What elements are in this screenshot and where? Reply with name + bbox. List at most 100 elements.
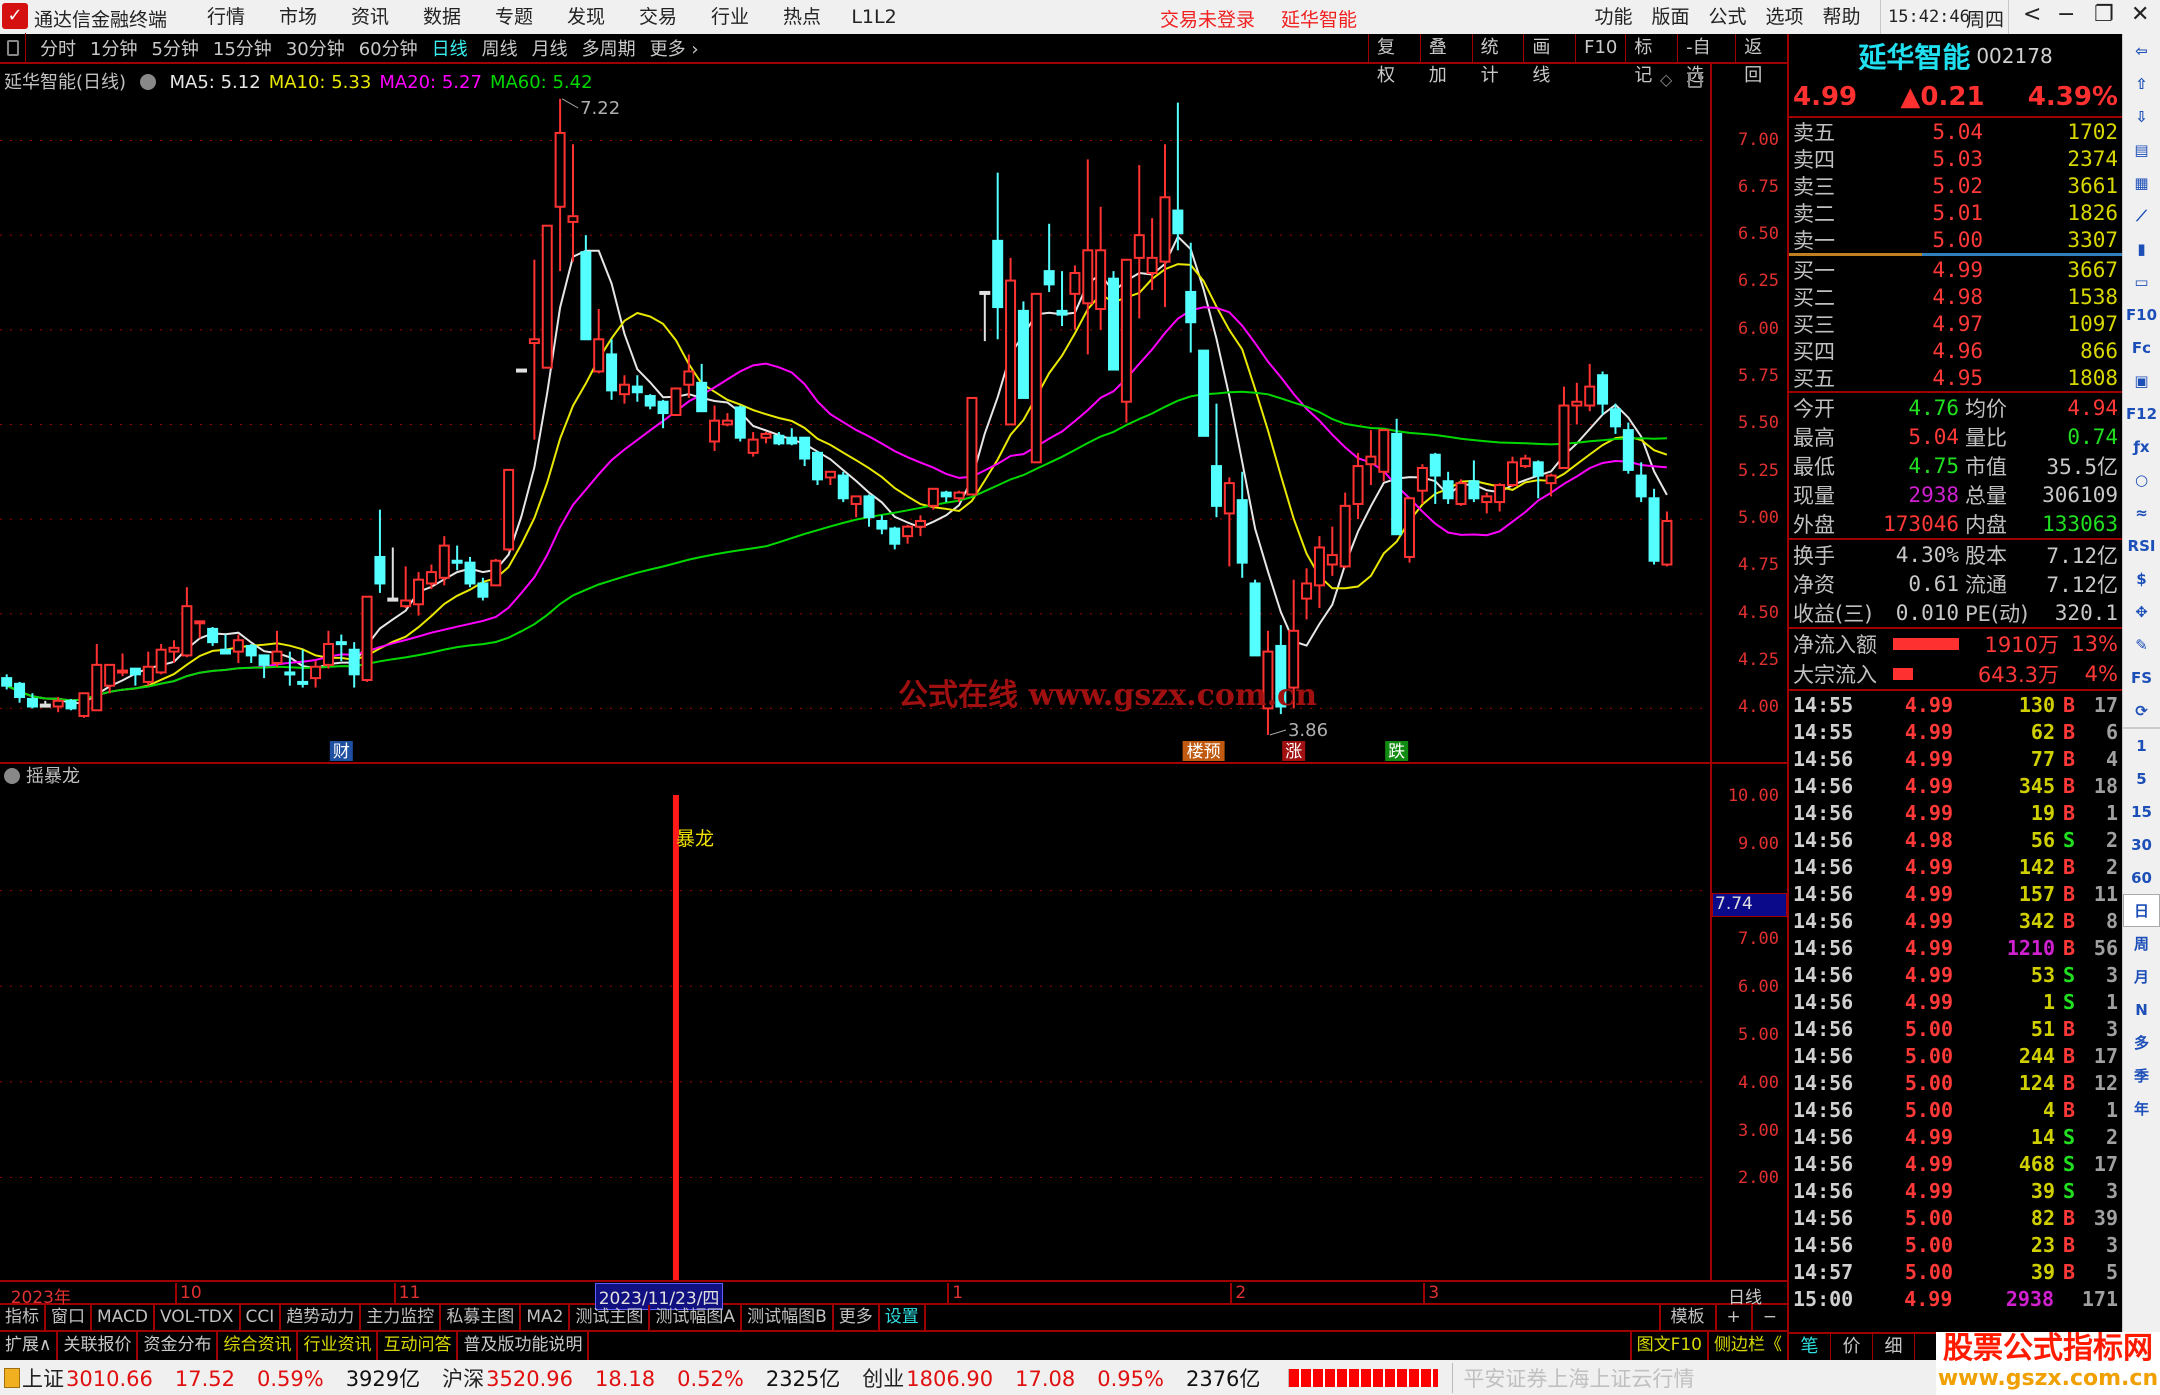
window-toggle-icon[interactable] <box>1688 72 1702 88</box>
indicator-tab[interactable]: MA2 <box>521 1305 571 1330</box>
right-menu-0[interactable]: 功能 <box>1594 6 1633 28</box>
collapse-icon[interactable] <box>4 768 20 784</box>
stock-link[interactable]: 延华智能 <box>1281 9 1358 31</box>
arrow-up-icon[interactable]: ⇧ <box>2135 74 2148 93</box>
indicator-tab[interactable]: 窗口 <box>46 1305 92 1330</box>
period-tab[interactable]: 周线 <box>481 39 518 60</box>
ext-tab[interactable]: 关联报价 <box>58 1332 139 1360</box>
detail-tab[interactable]: 价 <box>1831 1334 1873 1360</box>
ext-tab[interactable]: 扩展∧ <box>0 1332 59 1360</box>
menu-2[interactable]: 资讯 <box>350 6 389 28</box>
indicator-tab[interactable]: 趋势动力 <box>281 1305 362 1330</box>
ext-right-button[interactable]: 图文F10 <box>1629 1332 1707 1360</box>
indicator-tab[interactable]: 设置 <box>880 1305 926 1330</box>
panel-toggle-icon[interactable] <box>0 33 26 63</box>
ext-tab[interactable]: 资金分布 <box>138 1332 219 1360</box>
period-tab[interactable]: 60分钟 <box>358 39 418 60</box>
period-tab[interactable]: 1分钟 <box>90 39 138 60</box>
ext-tab[interactable]: 综合资讯 <box>218 1332 299 1360</box>
ext-tab[interactable]: 互动问答 <box>378 1332 459 1360</box>
indicator-tab[interactable]: 测试主图 <box>570 1305 651 1330</box>
sidebar-period-4[interactable]: 60 <box>2131 868 2152 887</box>
menu-3[interactable]: 数据 <box>422 6 461 28</box>
indicator-tab[interactable]: VOL-TDX <box>155 1305 241 1330</box>
menu-6[interactable]: 交易 <box>638 6 677 28</box>
ext-right-button[interactable]: 侧边栏《 <box>1707 1332 1787 1360</box>
chart-button[interactable]: -自选 <box>1677 34 1735 86</box>
arrow-left-icon[interactable]: ⇦ <box>2135 41 2148 60</box>
index-name[interactable]: 沪深 <box>442 1366 485 1391</box>
detail-tab[interactable]: 笔 <box>1789 1334 1831 1360</box>
indicator-tab[interactable]: 私募主图 <box>441 1305 522 1330</box>
list-chart-icon[interactable]: ▤ <box>2134 140 2149 159</box>
index-name[interactable]: 上证 <box>22 1366 64 1391</box>
money-icon[interactable]: $ <box>2136 569 2147 588</box>
chart-button[interactable]: 标记 <box>1625 34 1677 86</box>
indicator-tab[interactable]: MACD <box>92 1305 155 1330</box>
ext-tab[interactable]: 行业资讯 <box>298 1332 379 1360</box>
candles-icon[interactable]: ▮ <box>2137 239 2146 258</box>
template-button[interactable]: + <box>1714 1305 1751 1330</box>
sidebar-period-0[interactable]: 1 <box>2136 736 2147 755</box>
menu-4[interactable]: 专题 <box>494 6 533 28</box>
restore-icon[interactable]: ❐ <box>2094 2 2114 27</box>
formula-icon[interactable]: ƒx <box>2133 437 2150 456</box>
detail-tab[interactable]: 细 <box>1873 1334 1915 1360</box>
sidebar-period-1[interactable]: 5 <box>2136 769 2147 788</box>
line-chart-icon[interactable]: ⟋ <box>2136 206 2147 225</box>
pencil-icon[interactable]: ✎ <box>2135 635 2148 654</box>
sidebar-period-3[interactable]: 30 <box>2131 835 2152 854</box>
kline-chart[interactable]: 7.22 3.86 财 楼预 涨 跌 公式在线 www.gszx.com.cn 暴龙 <box>0 0 1710 1280</box>
sidebar-period-11[interactable]: 年 <box>2133 1100 2149 1118</box>
period-tab[interactable]: 15分钟 <box>212 39 272 60</box>
arrow-down-icon[interactable]: ⇩ <box>2135 107 2148 126</box>
indicator-tab[interactable]: 测试幅图A <box>650 1305 743 1330</box>
period-tab[interactable]: 多周期 <box>581 39 636 60</box>
f10-icon[interactable]: F10 <box>2125 305 2158 324</box>
chart-button[interactable]: 叠加 <box>1419 34 1472 86</box>
wave-icon[interactable]: ≈ <box>2135 503 2148 522</box>
f-tabs-icon[interactable]: Fc <box>2131 338 2152 357</box>
ext-tab[interactable]: 普及版功能说明 <box>458 1332 590 1360</box>
sidebar-period-7[interactable]: 月 <box>2133 968 2149 986</box>
chart-button[interactable]: 画线 <box>1523 34 1575 86</box>
diamond-icon[interactable]: ◇ <box>1660 70 1673 89</box>
indicator-tab[interactable]: 测试幅图B <box>742 1305 834 1330</box>
close-icon[interactable]: ✕ <box>2131 2 2150 27</box>
settings-dot-icon[interactable] <box>139 74 156 90</box>
menu-8[interactable]: 热点 <box>782 6 821 28</box>
template-button[interactable]: − <box>1750 1305 1787 1330</box>
chart-button[interactable]: 返回 <box>1735 34 1787 86</box>
menu-1[interactable]: 市场 <box>278 6 317 28</box>
chart-button[interactable]: F10 <box>1575 34 1625 62</box>
indicator-tab[interactable]: 主力监控 <box>361 1305 442 1330</box>
sidebar-period-9[interactable]: 多 <box>2133 1034 2149 1052</box>
refresh-icon[interactable]: ⟳ <box>2135 701 2148 720</box>
indicator-tab[interactable]: 指标 <box>0 1305 46 1330</box>
indicator-tab[interactable]: 更多 <box>834 1305 880 1330</box>
chart-button[interactable]: 统计 <box>1471 34 1524 86</box>
period-tab[interactable]: 更多 › <box>649 39 699 60</box>
fs-icon[interactable]: FS <box>2130 668 2153 687</box>
right-menu-3[interactable]: 选项 <box>1765 6 1804 28</box>
minimize-icon[interactable]: − <box>2057 2 2076 27</box>
back-icon[interactable]: < <box>2023 2 2042 27</box>
sidebar-period-8[interactable]: N <box>2135 1000 2148 1019</box>
sidebar-period-2[interactable]: 15 <box>2131 802 2152 821</box>
right-menu-2[interactable]: 公式 <box>1708 6 1747 28</box>
f12-icon[interactable]: F12 <box>2125 404 2158 423</box>
right-menu-4[interactable]: 帮助 <box>1822 6 1861 28</box>
window-icon[interactable]: ▭ <box>2134 272 2149 291</box>
login-notice[interactable]: 交易未登录 <box>1160 9 1256 31</box>
menu-7[interactable]: 行业 <box>710 6 749 28</box>
menu-5[interactable]: 发现 <box>566 6 605 28</box>
sidebar-period-6[interactable]: 周 <box>2133 935 2149 953</box>
menu-9[interactable]: L1L2 <box>851 6 897 28</box>
sidebar-period-10[interactable]: 季 <box>2133 1067 2149 1085</box>
sidebar-period-5[interactable]: 日 <box>2123 894 2160 927</box>
period-tab[interactable]: 日线 <box>431 39 468 60</box>
rsi-icon[interactable]: RSI <box>2127 536 2156 555</box>
period-tab[interactable]: 月线 <box>531 39 568 60</box>
index-name[interactable]: 创业 <box>862 1366 905 1391</box>
home-doc-icon[interactable]: ▣ <box>2134 371 2149 390</box>
